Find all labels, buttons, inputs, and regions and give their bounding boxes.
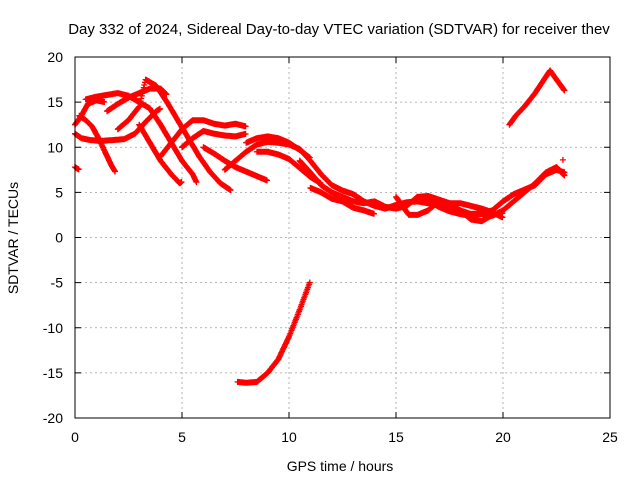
data-series-arc-8 xyxy=(157,117,249,160)
x-tick-label: 0 xyxy=(71,429,79,445)
y-tick-label: 5 xyxy=(55,184,63,200)
y-tick-label: -10 xyxy=(43,320,63,336)
data-point-markers xyxy=(307,184,377,217)
data-series-arc-3 xyxy=(76,112,118,175)
x-tick-label: 5 xyxy=(178,429,186,445)
data-point-markers xyxy=(76,112,118,175)
data-point-markers xyxy=(179,128,249,151)
data-point-markers xyxy=(72,164,82,173)
y-tick-label: -15 xyxy=(43,365,63,381)
data-series-arc-19 xyxy=(414,193,506,221)
y-tick-label: -5 xyxy=(51,275,64,291)
tick-layer: 0 5 10 15 20 25 -20 -15 -10 -5 0 5 10 15 20 xyxy=(43,49,618,445)
data-series-arc-22 xyxy=(559,156,566,163)
data-point-markers xyxy=(414,193,506,221)
data-series-arc-9 xyxy=(179,128,249,151)
y-tick-label: 0 xyxy=(55,230,63,246)
data-point-markers xyxy=(506,67,568,128)
x-tick-label: 15 xyxy=(388,429,404,445)
x-axis-title: GPS time / hours xyxy=(287,458,394,474)
data-point-markers xyxy=(114,76,234,194)
y-tick-label: 20 xyxy=(47,49,63,65)
x-tick-label: 10 xyxy=(281,429,297,445)
x-tick-label: 20 xyxy=(495,429,511,445)
data-point-markers xyxy=(559,156,566,163)
chart-title: Day 332 of 2024, Sidereal Day-to-day VTE… xyxy=(68,21,610,38)
data-series-arc-12 xyxy=(243,133,313,161)
data-point-markers xyxy=(157,117,249,160)
y-tick-label: 10 xyxy=(47,139,63,155)
y-tick-label: -20 xyxy=(43,410,63,426)
data-series-arc-17 xyxy=(307,184,377,217)
data-series-arc-20 xyxy=(506,67,568,128)
data-series-arc-14 xyxy=(72,164,82,173)
data-point-markers xyxy=(234,279,313,386)
data-point-markers xyxy=(243,133,313,161)
y-tick-label: 15 xyxy=(47,94,63,110)
data-series-arc-6 xyxy=(114,76,234,194)
data-series-arc-21 xyxy=(234,279,313,386)
x-tick-label: 25 xyxy=(602,429,618,445)
data-layer xyxy=(72,67,568,386)
y-axis-title: SDTVAR / TECUs xyxy=(5,182,21,294)
